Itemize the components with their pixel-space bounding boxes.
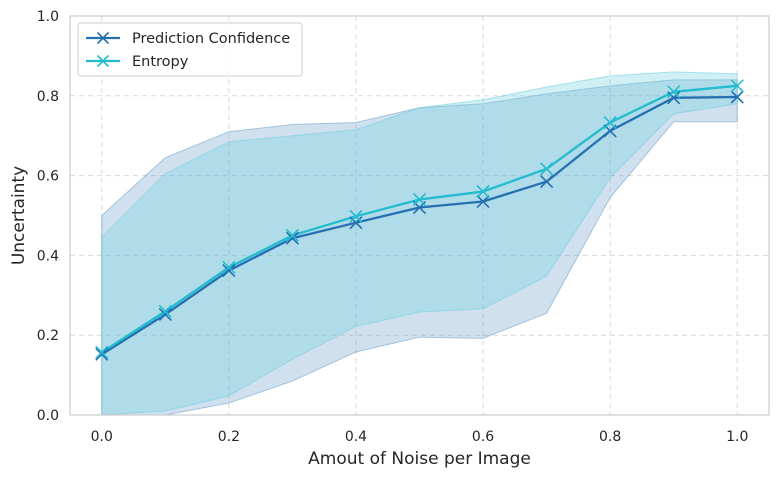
x-tick-label: 0.2 xyxy=(218,429,240,445)
y-tick-label: 0.8 xyxy=(37,89,59,105)
legend-item-entropy: Entropy xyxy=(86,54,189,70)
axis-ticks: 0.0 0.2 0.4 0.6 0.8 1.0 0.0 0.2 0.4 0.6 0.8 1.0 xyxy=(37,9,749,445)
x-tick-label: 1.0 xyxy=(726,429,748,445)
data-point-prediction-confidence xyxy=(95,347,109,361)
x-axis-title: Amout of Noise per Image xyxy=(308,449,531,469)
legend-item-prediction-confidence: Prediction Confidence xyxy=(86,31,290,47)
legend-frame xyxy=(77,22,303,77)
data-point-entropy xyxy=(349,209,363,223)
x-tick-label: 0.0 xyxy=(91,429,113,445)
legend: Prediction Confidence Entropy xyxy=(77,22,303,77)
data-point-prediction-confidence xyxy=(349,216,363,230)
y-tick-label: 0.0 xyxy=(37,408,59,424)
data-point-entropy xyxy=(730,79,744,93)
plot-background xyxy=(70,16,769,415)
series-markers xyxy=(95,79,744,361)
data-point-prediction-confidence xyxy=(158,307,172,322)
data-point-prediction-confidence xyxy=(667,91,681,105)
data-point-entropy xyxy=(95,345,109,359)
x-tick-label: 0.4 xyxy=(345,429,367,445)
y-axis-title: Uncertainty xyxy=(9,166,29,265)
x-tick-label: 0.6 xyxy=(472,429,494,445)
legend-marker-icon xyxy=(96,54,110,68)
y-tick-label: 0.6 xyxy=(37,169,59,185)
confidence-band-prediction-confidence xyxy=(101,79,738,416)
y-tick-label: 1.0 xyxy=(37,9,59,25)
data-point-entropy xyxy=(603,115,617,130)
data-point-entropy xyxy=(285,228,299,243)
legend-marker-icon xyxy=(96,31,110,45)
x-tick-label: 0.8 xyxy=(599,429,621,445)
y-tick-label: 0.2 xyxy=(37,328,59,344)
legend-label: Entropy xyxy=(132,54,189,70)
data-point-entropy xyxy=(540,162,554,176)
data-point-entropy xyxy=(667,85,681,99)
data-point-prediction-confidence xyxy=(730,90,744,104)
plot-frame xyxy=(69,15,770,416)
data-point-prediction-confidence xyxy=(476,194,490,209)
data-point-entropy xyxy=(476,184,490,199)
y-tick-label: 0.4 xyxy=(37,248,59,264)
data-point-entropy xyxy=(222,260,236,274)
data-point-prediction-confidence xyxy=(222,263,236,278)
data-point-entropy xyxy=(158,304,172,318)
data-point-prediction-confidence xyxy=(285,231,299,245)
data-point-entropy xyxy=(412,192,427,207)
legend-label: Prediction Confidence xyxy=(132,31,290,47)
data-point-prediction-confidence xyxy=(540,175,554,189)
